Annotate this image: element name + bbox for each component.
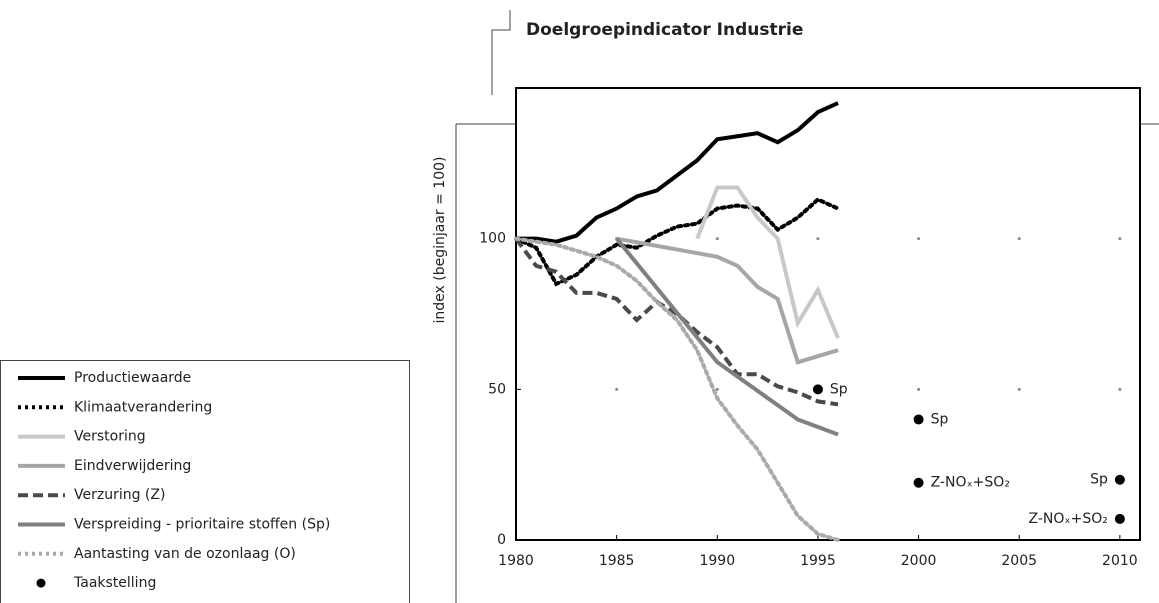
series-line xyxy=(695,185,840,339)
x-tick-label: 2005 xyxy=(1001,553,1037,569)
grid-dot xyxy=(917,387,921,391)
frame-decoration xyxy=(0,10,1159,603)
legend-label: Productiewaarde xyxy=(74,370,191,386)
plot-frame xyxy=(515,87,1141,541)
legend-label: Taakstelling xyxy=(73,575,156,591)
series-line xyxy=(514,197,841,287)
target-point xyxy=(1114,474,1125,485)
target-point xyxy=(913,477,924,488)
legend-swatch xyxy=(36,578,46,588)
series-line xyxy=(616,236,839,365)
target-point xyxy=(812,384,823,395)
grid-dot xyxy=(1017,237,1021,241)
grid-dot xyxy=(1017,387,1021,391)
target-point xyxy=(913,414,924,425)
legend-label: Verstoring xyxy=(74,429,146,445)
grid-dot xyxy=(917,237,921,241)
grid-dot xyxy=(1118,237,1122,241)
x-tick-label: 1990 xyxy=(699,553,735,569)
y-tick-label: 0 xyxy=(497,532,506,548)
target-label: Sp xyxy=(1090,472,1108,488)
legend-label: Verzuring (Z) xyxy=(74,487,165,503)
series-line xyxy=(615,237,839,437)
x-tick-label: 1995 xyxy=(800,553,836,569)
grid-dot xyxy=(1118,387,1122,391)
x-tick-label: 1985 xyxy=(599,553,635,569)
x-tick-label: 1980 xyxy=(498,553,534,569)
y-tick-label: 100 xyxy=(479,231,506,247)
x-tick-label: 2010 xyxy=(1102,553,1138,569)
legend-label: Eindverwijdering xyxy=(74,458,191,474)
grid-dot xyxy=(715,387,719,391)
legend-label: Verspreiding - prioritaire stoffen (Sp) xyxy=(74,517,330,533)
target-label: Z-NOₓ+SO₂ xyxy=(931,475,1010,491)
series-line xyxy=(516,101,839,244)
grid-dot xyxy=(615,387,619,391)
legend-label: Klimaatverandering xyxy=(74,399,212,415)
x-tick-label: 2000 xyxy=(901,553,937,569)
grid-dot xyxy=(715,237,719,241)
grid-dot xyxy=(816,237,820,241)
target-label: Sp xyxy=(830,381,848,397)
target-point xyxy=(1114,513,1125,524)
y-tick-label: 50 xyxy=(488,381,506,397)
target-label: Z-NOₓ+SO₂ xyxy=(1029,511,1108,527)
target-label: Sp xyxy=(931,411,949,427)
legend-label: Aantasting van de ozonlaag (O) xyxy=(74,546,296,562)
chart-title: Doelgroepindicator Industrie xyxy=(526,20,803,40)
y-axis-label: index (beginjaar = 100) xyxy=(432,157,448,324)
series-line xyxy=(514,236,841,542)
